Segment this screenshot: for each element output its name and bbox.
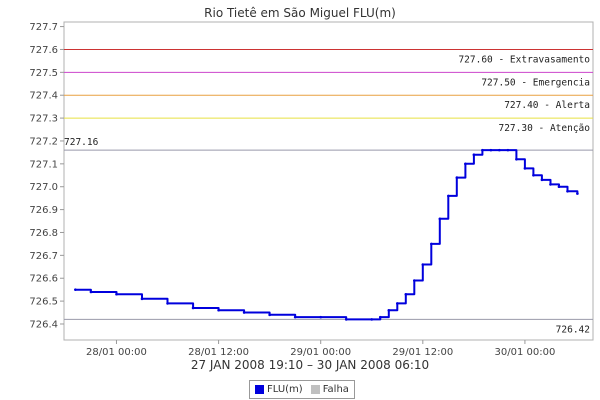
data-point-flu	[268, 313, 271, 317]
legend-item-flu: FLU(m)	[255, 384, 303, 395]
x-tick-label: 30/01 00:00	[495, 347, 556, 358]
legend: FLU(m) Falha	[249, 380, 355, 399]
data-point-flu	[566, 189, 569, 193]
data-point-flu	[191, 306, 195, 310]
data-point-flu	[413, 279, 416, 282]
data-point-flu	[89, 290, 93, 294]
data-point-flu	[472, 153, 476, 156]
data-point-flu	[540, 178, 544, 182]
plot-frame	[63, 21, 594, 341]
reference-label: 727.60 - Extravasamento	[458, 54, 590, 65]
data-point-flu	[438, 217, 442, 221]
data-point-flu	[447, 194, 450, 198]
x-tick-label: 28/01 12:00	[188, 347, 249, 358]
data-point-flu	[344, 318, 348, 321]
legend-item-falha: Falha	[310, 384, 349, 395]
data-point-flu	[166, 302, 169, 305]
data-point-flu	[430, 242, 433, 246]
data-point-flu	[115, 292, 118, 296]
y-tick-label: 726.4	[29, 319, 58, 330]
x-axis-label: 27 JAN 2008 19:10 – 30 JAN 2008 06:10	[191, 358, 429, 372]
data-point-flu	[395, 302, 399, 305]
reference-label: 727.30 - Atenção	[498, 123, 590, 134]
reference-label: 727.40 - Alerta	[504, 100, 590, 111]
y-tick-label: 727.6	[29, 45, 58, 56]
data-point-flu	[421, 263, 425, 266]
y-tick-label: 726.8	[29, 228, 58, 239]
legend-swatch-falha	[310, 385, 320, 394]
reference-label: 727.16	[64, 137, 99, 148]
data-point-flu	[515, 157, 518, 161]
y-tick-label: 727.0	[29, 182, 58, 193]
chart-title: Rio Tietê em São Miguel FLU(m)	[204, 6, 396, 20]
plot-area: 726.4 726.5 726.6 726.7 726.8 726.9 727.0 727.1…	[29, 21, 594, 358]
y-tick-label: 727.3	[29, 114, 58, 125]
data-point-flu	[576, 192, 579, 195]
data-point-flu	[498, 148, 501, 152]
data-point-flu	[242, 311, 246, 314]
data-point-flu	[378, 315, 382, 319]
data-point-flu	[140, 297, 144, 301]
data-point-flu	[464, 162, 467, 166]
y-tick-label: 727.4	[29, 91, 58, 102]
reference-label: 726.42	[556, 324, 590, 335]
data-point-flu	[319, 315, 322, 319]
y-tick-label: 727.1	[29, 159, 58, 170]
data-point-flu	[293, 315, 297, 319]
y-tick-label: 726.5	[29, 297, 58, 308]
y-tick-label: 726.7	[29, 251, 58, 262]
series-line-flu	[75, 149, 579, 321]
data-point-flu	[549, 183, 552, 186]
data-point-flu	[370, 318, 374, 321]
legend-label-falha: Falha	[322, 384, 349, 395]
reference-label: 727.50 - Emergencia	[481, 77, 590, 88]
data-point-flu	[74, 288, 77, 291]
data-point-flu	[404, 292, 408, 296]
x-tick-label: 28/01 00:00	[86, 347, 147, 358]
y-tick-label: 726.9	[29, 205, 58, 216]
data-point-flu	[506, 148, 510, 152]
y-tick-label: 727.2	[29, 136, 58, 147]
data-point-flu	[387, 308, 391, 312]
data-point-flu	[217, 308, 220, 312]
legend-swatch-flu	[255, 385, 264, 394]
data-point-flu	[532, 173, 535, 177]
legend-label-flu: FLU(m)	[267, 384, 303, 395]
data-point-flu	[481, 148, 484, 152]
y-tick-label: 727.7	[29, 22, 58, 33]
y-tick-label: 727.5	[29, 68, 58, 79]
data-point-flu	[557, 185, 561, 189]
y-tick-label: 726.6	[29, 274, 58, 285]
x-tick-label: 29/01 00:00	[290, 347, 351, 358]
data-point-flu	[523, 167, 527, 170]
data-point-flu	[489, 148, 493, 152]
x-tick-label: 29/01 12:00	[392, 347, 453, 358]
data-point-flu	[455, 176, 459, 179]
